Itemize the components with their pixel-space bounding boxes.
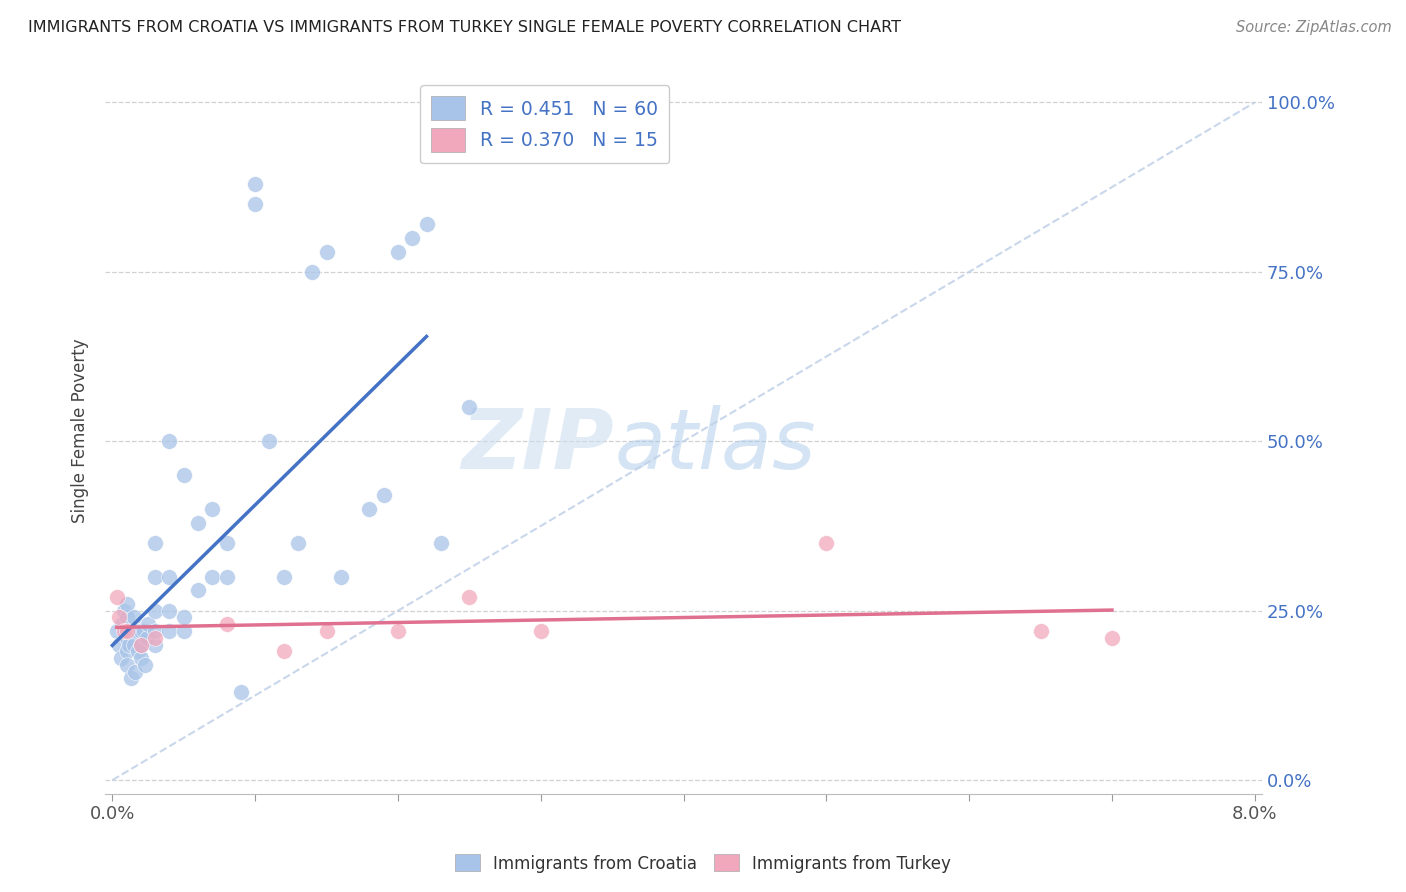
Point <box>129 651 152 665</box>
Point <box>115 657 138 672</box>
Point <box>201 502 224 516</box>
Point <box>124 665 146 679</box>
Point <box>115 631 138 645</box>
Point <box>108 610 131 624</box>
Point <box>122 638 145 652</box>
Point <box>243 197 266 211</box>
Point <box>129 638 152 652</box>
Point <box>187 516 209 530</box>
Point <box>215 617 238 632</box>
Text: atlas: atlas <box>614 405 815 486</box>
Point <box>315 244 337 259</box>
Point <box>108 638 131 652</box>
Text: IMMIGRANTS FROM CROATIA VS IMMIGRANTS FROM TURKEY SINGLE FEMALE POVERTY CORRELAT: IMMIGRANTS FROM CROATIA VS IMMIGRANTS FR… <box>28 20 901 35</box>
Point <box>129 638 152 652</box>
Text: ZIP: ZIP <box>461 405 614 486</box>
Legend: Immigrants from Croatia, Immigrants from Turkey: Immigrants from Croatia, Immigrants from… <box>449 847 957 880</box>
Legend: R = 0.451   N = 60, R = 0.370   N = 15: R = 0.451 N = 60, R = 0.370 N = 15 <box>420 85 669 163</box>
Point <box>118 638 141 652</box>
Point <box>159 570 181 584</box>
Point <box>458 590 481 604</box>
Point <box>315 624 337 638</box>
Y-axis label: Single Female Poverty: Single Female Poverty <box>72 339 89 524</box>
Point <box>115 597 138 611</box>
Point <box>105 624 128 638</box>
Point <box>115 610 138 624</box>
Point <box>110 651 132 665</box>
Point <box>458 401 481 415</box>
Point <box>201 570 224 584</box>
Point <box>287 536 309 550</box>
Point <box>159 434 181 449</box>
Point <box>373 488 395 502</box>
Point <box>143 631 166 645</box>
Point <box>243 177 266 191</box>
Point <box>329 570 352 584</box>
Point <box>112 624 135 638</box>
Point <box>1101 631 1123 645</box>
Text: Source: ZipAtlas.com: Source: ZipAtlas.com <box>1236 20 1392 35</box>
Point <box>215 536 238 550</box>
Point <box>136 617 159 632</box>
Point <box>229 685 252 699</box>
Point <box>143 570 166 584</box>
Point <box>143 536 166 550</box>
Point <box>187 583 209 598</box>
Point <box>301 265 323 279</box>
Point <box>120 672 142 686</box>
Point <box>132 624 155 638</box>
Point <box>159 624 181 638</box>
Point <box>115 644 138 658</box>
Point <box>122 610 145 624</box>
Point <box>359 502 381 516</box>
Point <box>111 617 134 632</box>
Point <box>215 570 238 584</box>
Point <box>159 604 181 618</box>
Point <box>135 631 157 645</box>
Point <box>143 624 166 638</box>
Point <box>114 624 136 638</box>
Point <box>415 218 437 232</box>
Point <box>259 434 281 449</box>
Point <box>173 624 195 638</box>
Point <box>273 644 295 658</box>
Point <box>173 610 195 624</box>
Point <box>125 624 148 638</box>
Point <box>530 624 553 638</box>
Point <box>143 604 166 618</box>
Point <box>401 231 423 245</box>
Point <box>815 536 838 550</box>
Point <box>129 624 152 638</box>
Point <box>115 624 138 638</box>
Point <box>143 638 166 652</box>
Point <box>1029 624 1052 638</box>
Point <box>173 468 195 483</box>
Point <box>430 536 453 550</box>
Point <box>105 590 128 604</box>
Point <box>387 624 409 638</box>
Point <box>127 644 149 658</box>
Point <box>121 624 143 638</box>
Point <box>112 604 135 618</box>
Point <box>387 244 409 259</box>
Point <box>134 657 156 672</box>
Point <box>273 570 295 584</box>
